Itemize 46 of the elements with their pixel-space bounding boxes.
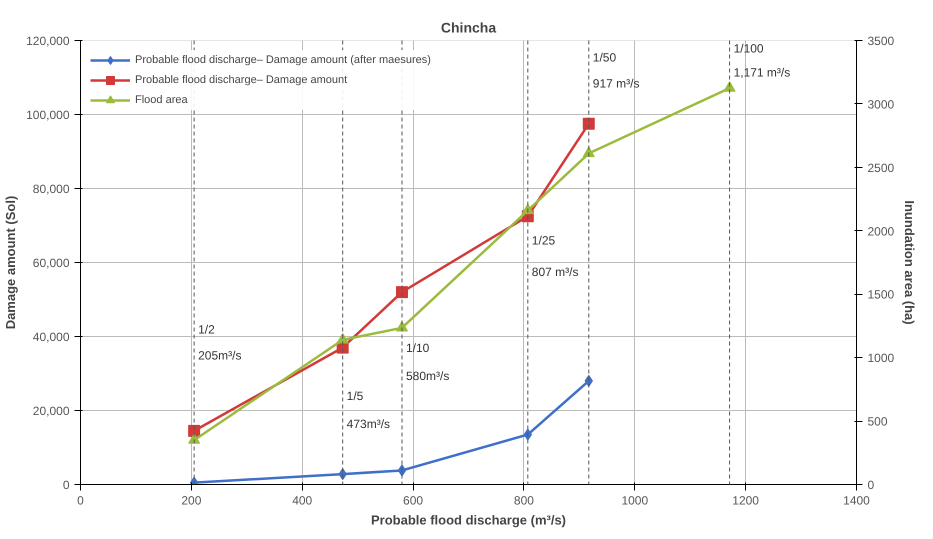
- x-tick-label: 1400: [843, 494, 870, 508]
- point: [522, 204, 534, 214]
- annotation: 807 m³/s: [532, 265, 578, 280]
- y2-tick-label: 2500: [868, 160, 895, 175]
- y-tick-label: 120,000: [26, 34, 70, 48]
- annotation: 580m³/s: [406, 368, 450, 383]
- annotation: 1/5: [346, 389, 364, 404]
- x-tick-label: 600: [403, 494, 424, 508]
- legend-label: Probable flood discharge– Damage amount: [135, 74, 348, 86]
- annotation: 917 m³/s: [592, 76, 640, 90]
- y2-tick-label: 1500: [868, 288, 895, 302]
- point: [336, 333, 349, 344]
- y-tick-label: 20,000: [32, 404, 70, 418]
- x-tick-label: 200: [181, 494, 202, 508]
- annotation: 1/25: [532, 234, 556, 248]
- annotation: 1/100: [734, 41, 764, 56]
- point: [582, 118, 595, 130]
- y2-tick-label: 500: [868, 414, 888, 429]
- y-tick-label: 0: [62, 478, 70, 492]
- annotation: 1/2: [198, 322, 216, 336]
- y2-tick-label: 3000: [868, 97, 895, 112]
- x-tick-label: 800: [514, 494, 534, 508]
- annotation: 473m³/s: [346, 416, 390, 431]
- y-tick-label: 100,000: [26, 108, 70, 122]
- legend-label: Flood area: [135, 94, 188, 106]
- annotation: 1/50: [592, 50, 616, 65]
- x-tick-label: 0: [77, 494, 84, 508]
- y-tick-label: 40,000: [32, 330, 70, 344]
- annotation: 205m³/s: [198, 348, 242, 362]
- y2-tick-label: 0: [868, 478, 874, 492]
- legend-label: Probable flood discharge– Damage amount (after maesures): [135, 54, 431, 66]
- y-axis-title: Damage amount (Sol): [3, 196, 18, 330]
- y-tick-label: 80,000: [32, 182, 70, 196]
- x-tick-label: 1200: [732, 494, 760, 508]
- chart-title: Chincha: [440, 20, 496, 36]
- y2-axis-title: Inundation area (ha): [902, 200, 918, 325]
- x-tick-label: 1000: [621, 494, 648, 508]
- y2-tick-label: 1000: [868, 351, 895, 366]
- y2-tick-label: 2000: [868, 224, 895, 238]
- y2-tick-label: 3500: [868, 34, 895, 48]
- point: [396, 286, 408, 298]
- annotation: 1,171 m³/s: [734, 65, 790, 80]
- x-tick-label: 400: [292, 494, 313, 508]
- annotation: 1/10: [406, 341, 430, 355]
- x-axis-title: Probable flood discharge (m³/s): [370, 512, 566, 528]
- y-tick-label: 60,000: [32, 256, 70, 270]
